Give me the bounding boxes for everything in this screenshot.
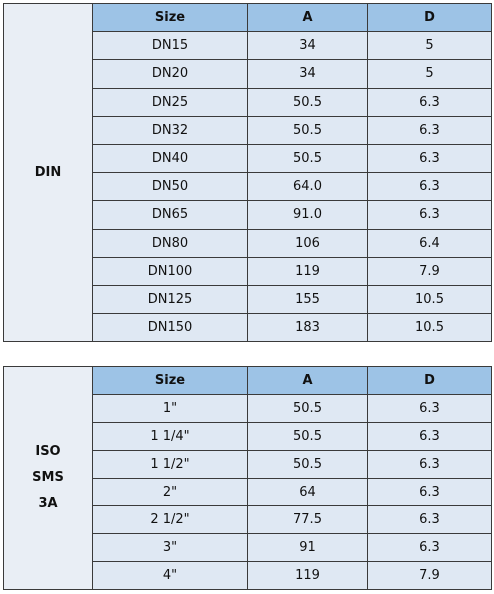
cell: DN100 (92, 256, 248, 286)
header-row: ISO SMS 3A Size A D (3, 365, 492, 591)
data-row: DN15 34 5 (4, 31, 492, 61)
cell: DN150 (92, 313, 248, 343)
table-body: ISO SMS 3A Size A D 1" 50.5 6.3 1 1/4" 50.5 6.3 1 1/… (3, 365, 492, 591)
cell: 6.3 (367, 533, 492, 563)
data-row: 1" 50.5 6.3 (4, 393, 492, 423)
cell: DN40 (92, 143, 248, 174)
data-row: 2" 64 6.3 (4, 477, 492, 507)
cell: 106 (247, 228, 368, 258)
table-body: DIN Size A D DN15 34 5 DN20 34 5 DN25 50.5 6.3 DN32 50… (3, 2, 492, 343)
cell: DN125 (92, 284, 248, 315)
cell: 7.9 (367, 256, 492, 286)
data-row: 4" 119 7.9 (4, 561, 492, 591)
cell: 34 (247, 59, 368, 89)
cell: 50.5 (247, 115, 368, 145)
cell: 155 (247, 284, 368, 315)
cell: 6.3 (367, 421, 492, 451)
cell: DN25 (92, 87, 248, 117)
cell: DN50 (92, 172, 248, 202)
cell: DN80 (92, 228, 248, 258)
cell: 6.3 (367, 477, 492, 507)
cell: 4" (92, 561, 248, 591)
label-line: SMS (32, 470, 64, 486)
cell: 50.5 (247, 449, 368, 479)
label-line: 3A (38, 496, 58, 512)
group-label: ISO SMS 3A (3, 365, 93, 591)
cell: DN32 (92, 115, 248, 145)
data-row: DN40 50.5 6.3 (4, 143, 492, 174)
cell: 34 (247, 31, 368, 61)
cell: 6.3 (367, 172, 492, 202)
cell: 91 (247, 533, 368, 563)
cell: 1 1/2" (92, 449, 248, 479)
cell: DN65 (92, 200, 248, 230)
header-cell: D (367, 366, 492, 395)
data-row: DN32 50.5 6.3 (4, 115, 492, 145)
header-cell: A (247, 366, 368, 395)
cell: 1" (92, 393, 248, 423)
label-line: DIN (34, 164, 62, 180)
cell: 50.5 (247, 421, 368, 451)
data-row: DN65 91.0 6.3 (4, 200, 492, 230)
cell: 119 (247, 256, 368, 286)
cell: 1 1/4" (92, 421, 248, 451)
label-line: ISO (35, 444, 61, 460)
cell: 7.9 (367, 561, 492, 591)
cell: 10.5 (367, 284, 492, 315)
cell: 2" (92, 477, 248, 507)
data-row: 1 1/2" 50.5 6.3 (4, 449, 492, 479)
cell: 5 (367, 31, 492, 61)
cell: 6.3 (367, 143, 492, 174)
cell: 119 (247, 561, 368, 591)
cell: 77.5 (247, 505, 368, 535)
header-cell: A (247, 2, 368, 33)
cell: 10.5 (367, 313, 492, 343)
size-table: DIN Size A D DN15 34 5 DN20 34 5 DN25 50.5 6.3 DN32 50… (3, 2, 492, 343)
cell: 2 1/2" (92, 505, 248, 535)
cell: 6.3 (367, 505, 492, 535)
data-row: DN25 50.5 6.3 (4, 87, 492, 117)
data-row: DN150 183 10.5 (4, 313, 492, 343)
cell: 6.3 (367, 87, 492, 117)
cell: 64 (247, 477, 368, 507)
cell: 6.3 (367, 449, 492, 479)
header-cell: Size (92, 2, 248, 33)
cell: DN20 (92, 59, 248, 89)
data-row: DN100 119 7.9 (4, 256, 492, 286)
header-cell: Size (92, 366, 248, 395)
cell: 50.5 (247, 87, 368, 117)
cell: 50.5 (247, 143, 368, 174)
size-table: ISO SMS 3A Size A D 1" 50.5 6.3 1 1/4" 50.5 6.3 1 1/… (3, 365, 492, 591)
cell: 3" (92, 533, 248, 563)
header-cell: D (367, 2, 492, 33)
cell: 6.4 (367, 228, 492, 258)
cell: 50.5 (247, 393, 368, 423)
cell: 6.3 (367, 115, 492, 145)
cell: 183 (247, 313, 368, 343)
cell: 64.0 (247, 172, 368, 202)
cell: DN15 (92, 31, 248, 61)
cell: 6.3 (367, 393, 492, 423)
cell: 91.0 (247, 200, 368, 230)
cell: 6.3 (367, 200, 492, 230)
cell: 5 (367, 59, 492, 89)
data-row: 3" 91 6.3 (4, 533, 492, 563)
data-row: DN125 155 10.5 (4, 284, 492, 315)
group-label: DIN (3, 2, 93, 343)
data-row: 2 1/2" 77.5 6.3 (4, 505, 492, 535)
header-row: DIN Size A D (3, 2, 492, 343)
data-row: DN20 34 5 (4, 59, 492, 89)
